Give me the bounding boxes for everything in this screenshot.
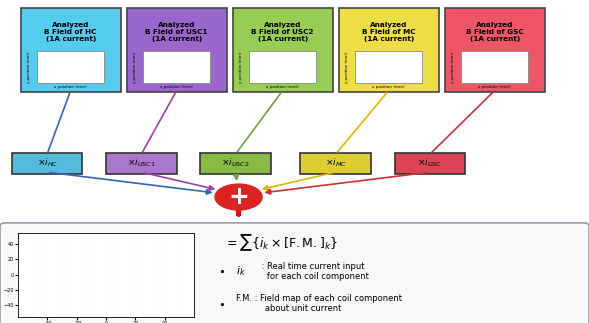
FancyBboxPatch shape <box>461 51 528 83</box>
Text: Analyzed
B Field of HC
(1A current): Analyzed B Field of HC (1A current) <box>44 22 97 42</box>
FancyBboxPatch shape <box>143 51 210 83</box>
FancyBboxPatch shape <box>0 223 589 323</box>
FancyBboxPatch shape <box>37 51 104 83</box>
Text: +: + <box>228 185 249 209</box>
Text: $i_k$: $i_k$ <box>236 265 246 278</box>
Text: Analyzed
B Field of USC2
(1A current): Analyzed B Field of USC2 (1A current) <box>252 22 314 42</box>
Text: $= \sum\{i_k\times[\mathrm{F.M.}]_k\}$: $= \sum\{i_k\times[\mathrm{F.M.}]_k\}$ <box>224 232 338 253</box>
Text: $\times i_{USC1}$: $\times i_{USC1}$ <box>127 157 155 169</box>
Text: y position (mm): y position (mm) <box>27 51 31 83</box>
Text: x position (mm): x position (mm) <box>372 85 405 89</box>
FancyBboxPatch shape <box>200 153 271 174</box>
FancyBboxPatch shape <box>21 8 121 92</box>
Text: x position (mm): x position (mm) <box>266 85 299 89</box>
Text: F.M. : Field map of each coil component
           about unit current: F.M. : Field map of each coil component … <box>236 294 402 313</box>
Text: y position (mm): y position (mm) <box>133 51 137 83</box>
Text: Analyzed
B Field of MC
(1A current): Analyzed B Field of MC (1A current) <box>362 22 416 42</box>
Text: $\times i_{MC}$: $\times i_{MC}$ <box>325 157 347 169</box>
FancyBboxPatch shape <box>249 51 316 83</box>
Text: : Real time current input
   for each coil component: : Real time current input for each coil … <box>259 262 369 281</box>
Text: $\times i_{HC}$: $\times i_{HC}$ <box>37 157 58 169</box>
Text: $\times i_{USC2}$: $\times i_{USC2}$ <box>221 157 250 169</box>
Text: Analyzed
B Field of USC1
(1A current): Analyzed B Field of USC1 (1A current) <box>145 22 208 42</box>
Text: x position (mm): x position (mm) <box>160 85 193 89</box>
Text: $\bullet$: $\bullet$ <box>218 299 225 308</box>
FancyBboxPatch shape <box>300 153 371 174</box>
Circle shape <box>215 184 262 210</box>
Text: Real time
B Field of Coil
Assembly: Real time B Field of Coil Assembly <box>71 256 141 286</box>
Text: $\times i_{GSC}$: $\times i_{GSC}$ <box>417 157 443 169</box>
FancyBboxPatch shape <box>233 8 333 92</box>
FancyBboxPatch shape <box>395 153 465 174</box>
FancyBboxPatch shape <box>445 8 545 92</box>
Text: x position (mm): x position (mm) <box>478 85 511 89</box>
Text: Analyzed
B Field of GSC
(1A current): Analyzed B Field of GSC (1A current) <box>466 22 524 42</box>
Text: y position (mm): y position (mm) <box>239 51 243 83</box>
FancyBboxPatch shape <box>12 153 82 174</box>
FancyBboxPatch shape <box>355 51 422 83</box>
FancyBboxPatch shape <box>339 8 439 92</box>
Text: y position (mm): y position (mm) <box>345 51 349 83</box>
Text: $\bullet$: $\bullet$ <box>218 266 225 276</box>
Text: y position (mm): y position (mm) <box>451 51 455 83</box>
FancyBboxPatch shape <box>106 153 177 174</box>
FancyBboxPatch shape <box>127 8 227 92</box>
Text: x position (mm): x position (mm) <box>54 85 87 89</box>
